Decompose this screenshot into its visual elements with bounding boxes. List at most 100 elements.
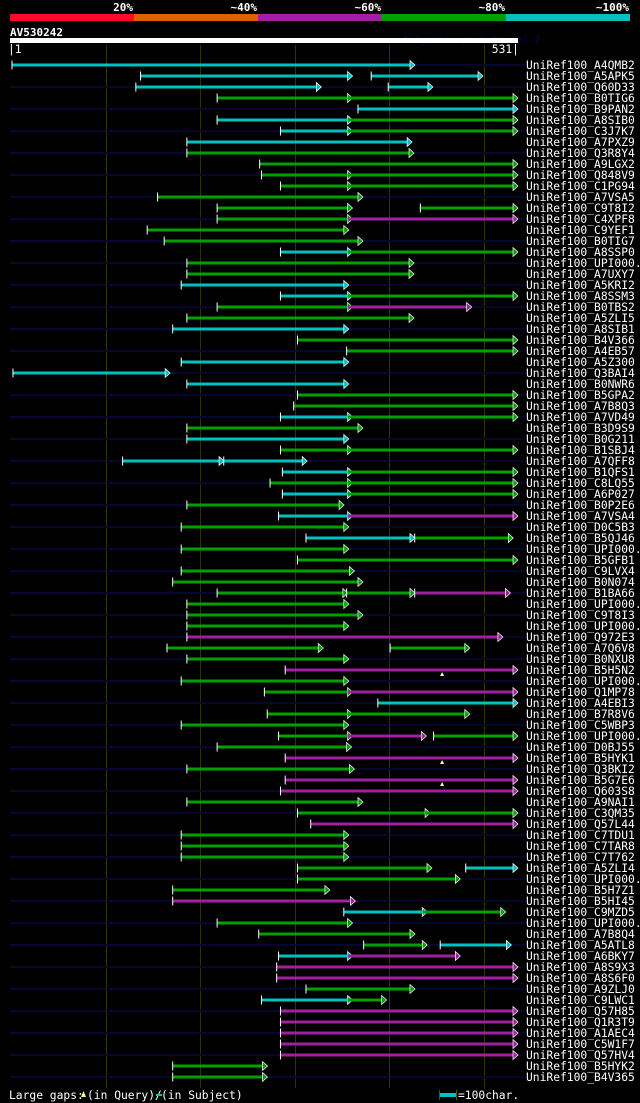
hit-label[interactable]: UniRef100_UPI000.. <box>526 543 640 556</box>
hit-label[interactable]: UniRef100_A8SSM3 <box>526 290 635 303</box>
hit-label[interactable]: UniRef100_B5H7Z1 <box>526 884 635 897</box>
hit-label[interactable]: UniRef100_C4XPF8 <box>526 213 635 226</box>
hit-label[interactable]: UniRef100_A7B8Q3 <box>526 400 635 413</box>
hit-label[interactable]: UniRef100_A5ATL8 <box>526 939 635 952</box>
hit-label[interactable]: UniRef100_UPI000.. <box>526 873 640 886</box>
hit-label[interactable]: UniRef100_C9T8I3 <box>526 609 635 622</box>
hit-label[interactable]: UniRef100_Q3BAI4 <box>526 367 635 380</box>
hit-label[interactable]: UniRef100_A5APK5 <box>526 70 635 83</box>
hsp-segment <box>297 558 513 562</box>
hit-label[interactable]: UniRef100_C5W1F7 <box>526 1038 635 1051</box>
hit-label[interactable]: UniRef100_B9PAN2 <box>526 103 635 116</box>
hit-row: UniRef100_B7R8V6 <box>266 708 635 721</box>
hit-label[interactable]: UniRef100_B0TIG7 <box>526 235 635 248</box>
hit-label[interactable]: UniRef100_A8SSP0 <box>526 246 635 259</box>
hit-label[interactable]: UniRef100_A7QFF8 <box>526 455 635 468</box>
hit-label[interactable]: UniRef100_UPI000.. <box>526 917 640 930</box>
hit-label[interactable]: UniRef100_A7VSA5 <box>526 191 635 204</box>
hit-label[interactable]: UniRef100_Q603S8 <box>526 785 635 798</box>
hit-label[interactable]: UniRef100_B5HYK1 <box>526 752 635 765</box>
hit-label[interactable]: UniRef100_B4V365 <box>526 1071 635 1084</box>
hit-label[interactable]: UniRef100_B1SBJ4 <box>526 444 635 457</box>
hit-label[interactable]: UniRef100_C3J7K7 <box>526 125 635 138</box>
hit-label[interactable]: UniRef100_A5ZLI5 <box>526 312 635 325</box>
hit-label[interactable]: UniRef100_C7TDU1 <box>526 829 635 842</box>
hit-label[interactable]: UniRef100_A4EB57 <box>526 345 635 358</box>
hit-label[interactable]: UniRef100_A6BKY7 <box>526 950 635 963</box>
hit-label[interactable]: UniRef100_A7B8Q4 <box>526 928 635 941</box>
hit-label[interactable]: UniRef100_B0NWR6 <box>526 378 635 391</box>
hit-label[interactable]: UniRef100_A5KRI2 <box>526 279 635 292</box>
hit-label[interactable]: UniRef100_A5Z300 <box>526 356 635 369</box>
hit-label[interactable]: UniRef100_Q848V9 <box>526 169 635 182</box>
hit-label[interactable]: UniRef100_B7R8V6 <box>526 708 635 721</box>
hit-label[interactable]: UniRef100_A1AEC4 <box>526 1027 635 1040</box>
hit-label[interactable]: UniRef100_C9T8I2 <box>526 202 635 215</box>
hit-label[interactable]: UniRef100_C1PG94 <box>526 180 635 193</box>
hit-label[interactable]: UniRef100_UPI000.. <box>526 675 640 688</box>
hsp-arrow-icon <box>357 796 364 808</box>
hit-label[interactable]: UniRef100_B5G7E6 <box>526 774 635 787</box>
hit-label[interactable]: UniRef100_C3QM35 <box>526 807 635 820</box>
hit-label[interactable]: UniRef100_A7UXY7 <box>526 268 635 281</box>
hit-label[interactable]: UniRef100_UPI000.. <box>526 620 640 633</box>
hit-label[interactable]: UniRef100_Q1R3T9 <box>526 1016 635 1029</box>
hit-label[interactable]: UniRef100_A7VSA4 <box>526 510 635 523</box>
hsp-segment <box>280 1042 513 1046</box>
hit-label[interactable]: UniRef100_C5WBP3 <box>526 719 635 732</box>
hit-label[interactable]: UniRef100_Q3R8Y4 <box>526 147 635 160</box>
hit-label[interactable]: UniRef100_A9LGX2 <box>526 158 635 171</box>
hit-label[interactable]: UniRef100_A8S6F0 <box>526 972 635 985</box>
hit-label[interactable]: UniRef100_A8SIB1 <box>526 323 635 336</box>
hit-label[interactable]: UniRef100_C9LVX4 <box>526 565 635 578</box>
hit-label[interactable]: UniRef100_B4V366 <box>526 334 635 347</box>
hsp-arrow-icon <box>408 257 415 269</box>
hit-label[interactable]: UniRef100_A9NAI1 <box>526 796 635 809</box>
hit-label[interactable]: UniRef100_B0NXU8 <box>526 653 635 666</box>
hit-label[interactable]: UniRef100_B5HI45 <box>526 895 635 908</box>
hit-label[interactable]: UniRef100_C9MZD5 <box>526 906 635 919</box>
hit-label[interactable]: UniRef100_Q57L44 <box>526 818 635 831</box>
hit-label[interactable]: UniRef100_A7VD49 <box>526 411 635 424</box>
hit-label[interactable]: UniRef100_B0N074 <box>526 576 635 589</box>
hit-label[interactable]: UniRef100_Q3BKI2 <box>526 763 635 776</box>
hit-label[interactable]: UniRef100_C8LQ55 <box>526 477 635 490</box>
hit-label[interactable]: UniRef100_B5GFB1 <box>526 554 635 567</box>
hit-label[interactable]: UniRef100_B1BA66 <box>526 587 635 600</box>
hit-label[interactable]: UniRef100_A8S9X3 <box>526 961 635 974</box>
hsp-arrow-icon <box>512 961 519 973</box>
hit-label[interactable]: UniRef100_C7TAR8 <box>526 840 635 853</box>
hit-label[interactable]: UniRef100_C7T762 <box>526 851 635 864</box>
hit-label[interactable]: UniRef100_B5QJ46 <box>526 532 635 545</box>
hit-label[interactable]: UniRef100_C9LWC1 <box>526 994 635 1007</box>
hit-label[interactable]: UniRef100_Q57HV4 <box>526 1049 635 1062</box>
hit-label[interactable]: UniRef100_Q972E3 <box>526 631 635 644</box>
hit-label[interactable]: UniRef100_A5ZLI4 <box>526 862 635 875</box>
hit-row: UniRef100_A5ZLI4 <box>296 862 635 875</box>
hit-label[interactable]: UniRef100_D0C5B3 <box>526 521 635 534</box>
hit-label[interactable]: UniRef100_A7PXZ9 <box>526 136 635 149</box>
hit-label[interactable]: UniRef100_UPI000.. <box>526 598 640 611</box>
hit-label[interactable]: UniRef100_A6P027 <box>526 488 635 501</box>
hit-label[interactable]: UniRef100_B0TBS2 <box>526 301 635 314</box>
hit-label[interactable]: UniRef100_B0G211 <box>526 433 635 446</box>
hit-label[interactable]: UniRef100_B5GPA2 <box>526 389 635 402</box>
hit-label[interactable]: UniRef100_C9YEF1 <box>526 224 635 237</box>
hit-label[interactable]: UniRef100_A4QMB2 <box>526 59 635 72</box>
hit-label[interactable]: UniRef100_UPI000.. <box>526 730 640 743</box>
hit-label[interactable]: UniRef100_Q60D33 <box>526 81 635 94</box>
hit-label[interactable]: UniRef100_B0TIG6 <box>526 92 635 105</box>
hit-label[interactable]: UniRef100_UPI000.. <box>526 257 640 270</box>
hit-label[interactable]: UniRef100_B5HYK2 <box>526 1060 635 1073</box>
hit-label[interactable]: UniRef100_Q1MP78 <box>526 686 635 699</box>
hit-label[interactable]: UniRef100_A9ZLJ0 <box>526 983 635 996</box>
hit-label[interactable]: UniRef100_A7Q6V8 <box>526 642 635 655</box>
hit-label[interactable]: UniRef100_D0BJ55 <box>526 741 635 754</box>
hit-label[interactable]: UniRef100_B3D9S9 <box>526 422 635 435</box>
hit-label[interactable]: UniRef100_B0P2E6 <box>526 499 635 512</box>
hit-label[interactable]: UniRef100_A4EBI3 <box>526 697 635 710</box>
hit-label[interactable]: UniRef100_A8SIB0 <box>526 114 635 127</box>
hit-label[interactable]: UniRef100_B5H5N2 <box>526 664 635 677</box>
hit-label[interactable]: UniRef100_B1QFS1 <box>526 466 635 479</box>
hit-label[interactable]: UniRef100_Q57H85 <box>526 1005 635 1018</box>
